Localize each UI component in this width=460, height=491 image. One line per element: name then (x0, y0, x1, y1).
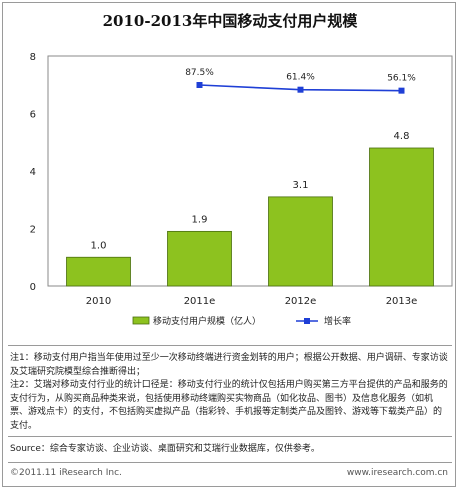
growth-point (297, 86, 304, 93)
x-tick-label: 2012e (285, 296, 317, 307)
y-tick-label: 0 (30, 282, 36, 293)
chart-svg: 0 2 4 6 8 1.0 1.9 3.1 4.8 2010 2011e 2012e 2013e 8… (30, 52, 453, 327)
bar-2011e (167, 230, 232, 287)
footer-divider (8, 462, 452, 463)
y-tick-label: 6 (30, 110, 36, 121)
y-tick-label: 2 (30, 225, 36, 236)
bar-value-label: 1.0 (91, 240, 107, 251)
x-tick-label: 2013e (386, 296, 418, 307)
chart-title: 2010-2013年中国移动支付用户规模 (102, 12, 358, 30)
growth-rate-label: 61.4% (286, 73, 315, 83)
note-1: 注1：移动支付用户指当年使用过至少一次移动终端进行资金划转的用户；根据公开数据、… (10, 353, 448, 377)
x-tick-label: 2010 (86, 296, 111, 307)
note-2: 注2：艾瑞对移动支付行业的统计口径是：移动支付行业的统计仅包括用户购买第三方平台… (10, 380, 448, 431)
y-tick-label: 8 (30, 52, 36, 63)
bar-2013e (369, 147, 434, 287)
legend-bar-label: 移动支付用户规模（亿人） (153, 315, 261, 327)
bar-value-label: 4.8 (394, 131, 410, 142)
source-text: Source：综合专家访谈、企业访谈、桌面研究和艾瑞行业数据库，仅供参考。 (10, 444, 320, 454)
bar-value-label: 3.1 (293, 180, 309, 191)
notes-divider (8, 345, 452, 346)
bar-2012e (268, 196, 333, 287)
bar-value-label: 1.9 (192, 214, 208, 225)
figure-frame (2, 2, 456, 487)
website-link[interactable]: www.iresearch.com.cn (346, 468, 448, 478)
source-divider (8, 436, 452, 437)
growth-rate-label: 87.5% (185, 68, 214, 78)
notes: 注1：移动支付用户指当年使用过至少一次移动终端进行资金划转的用户；根据公开数据、… (10, 352, 450, 433)
growth-point (398, 87, 405, 94)
legend-line-label: 增长率 (324, 315, 351, 327)
legend-line-marker (304, 318, 310, 324)
copyright-text: ©2011.11 iResearch Inc. (10, 468, 122, 478)
x-tick-label: 2011e (184, 296, 216, 307)
growth-point (196, 82, 203, 88)
bar-2010 (66, 256, 131, 287)
legend-bar-swatch (132, 316, 150, 325)
y-tick-label: 4 (30, 167, 36, 178)
growth-rate-label: 56.1% (387, 74, 416, 84)
